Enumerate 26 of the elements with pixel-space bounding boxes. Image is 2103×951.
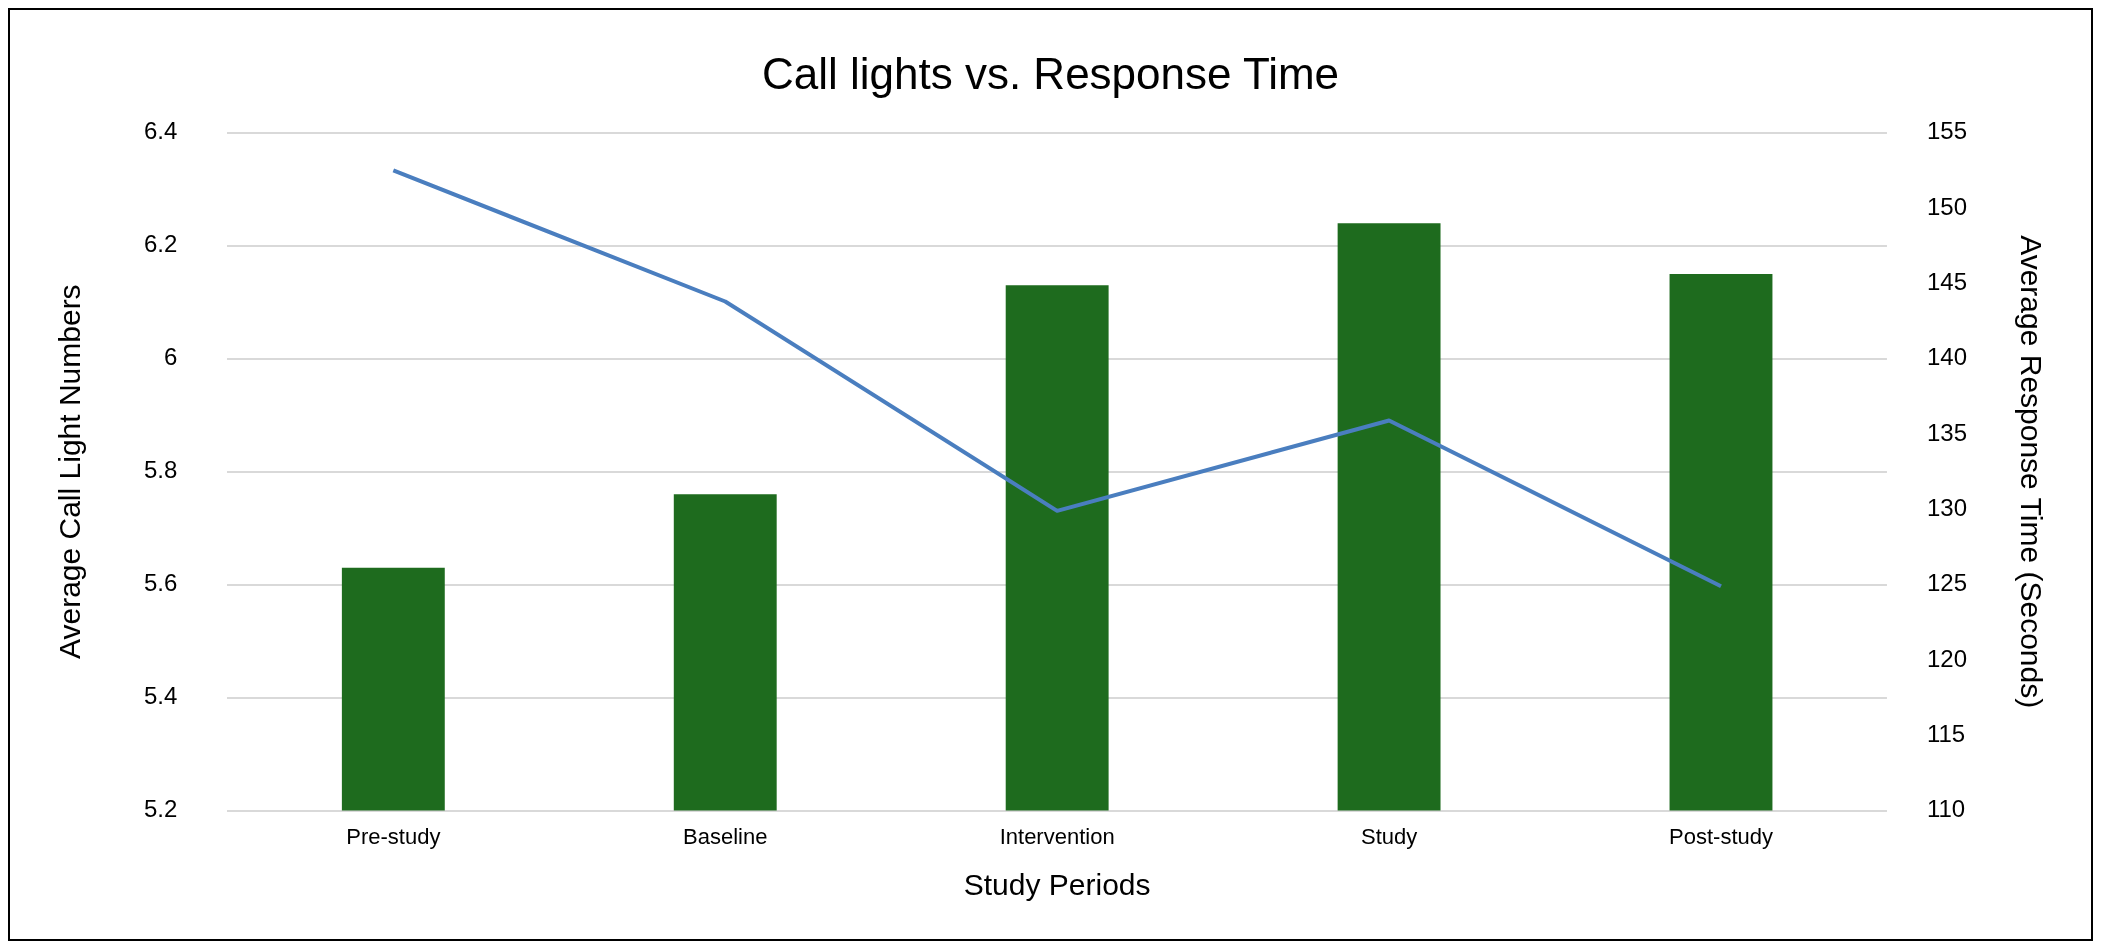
y2-tick-label: 125 — [1926, 569, 1967, 597]
y2-tick-label: 115 — [1926, 719, 1966, 747]
y2-tick-label: 110 — [1926, 795, 1966, 823]
y2-tick-label: 120 — [1926, 644, 1967, 672]
chart-title: Call lights vs. Response Time — [761, 48, 1340, 98]
x-axis-title: Study Periods — [963, 868, 1151, 902]
y-axis-title: Average Call Light Numbers — [53, 284, 87, 660]
y-tick-label: 6.4 — [143, 117, 178, 145]
y2-axis-title: Average Response Time (Seconds) — [2014, 235, 2048, 709]
x-tick-label: Pre-study — [346, 823, 441, 849]
y-tick-label: 5.6 — [143, 569, 178, 597]
y-tick-label: 6 — [164, 343, 178, 371]
x-tick-label: Post-study — [1669, 823, 1773, 849]
x-tick-label: Intervention — [999, 823, 1115, 849]
y-tick-label: 6.2 — [143, 230, 178, 258]
y-tick-label: 5.2 — [143, 795, 178, 823]
y2-tick-label: 135 — [1926, 418, 1967, 446]
y2-tick-label: 145 — [1926, 268, 1967, 296]
y2-tick-label: 130 — [1926, 493, 1967, 521]
y2-tick-label: 140 — [1926, 343, 1967, 371]
x-tick-label: Baseline — [683, 823, 768, 849]
y-tick-label: 5.8 — [143, 456, 178, 484]
x-tick-label: Study — [1360, 823, 1418, 849]
y2-tick-label: 155 — [1926, 117, 1967, 145]
y-tick-label: 5.4 — [143, 682, 178, 710]
y2-tick-label: 150 — [1926, 192, 1967, 220]
